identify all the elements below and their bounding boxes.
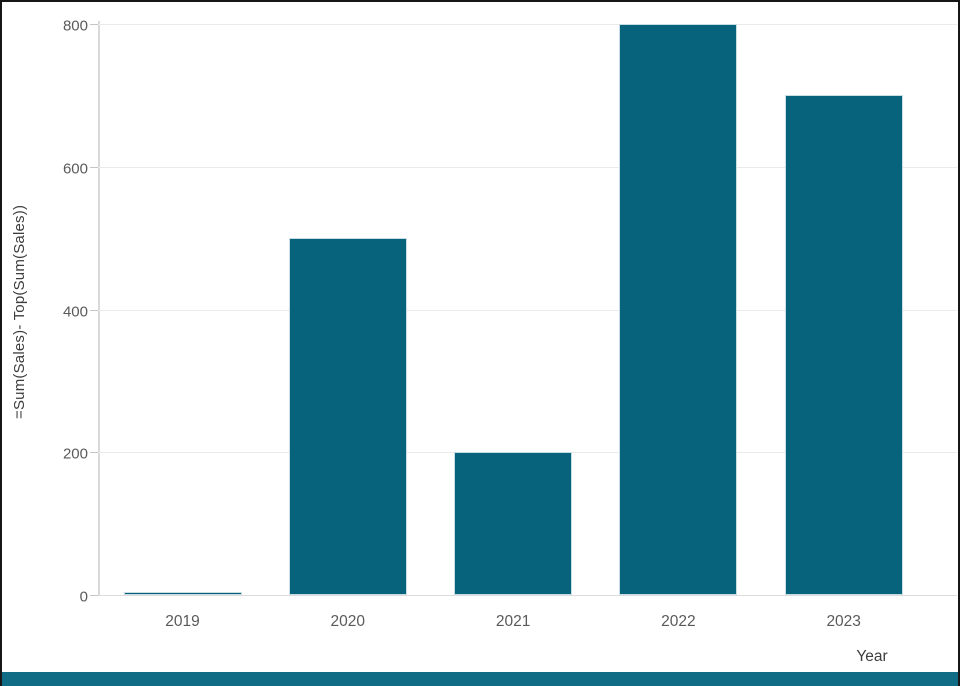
y-tick-mark-800 [90,24,98,25]
bar-2022[interactable] [619,24,738,595]
gridline-600 [98,166,957,168]
y-tick-label-0: 0 [79,588,88,606]
bar-2023[interactable] [784,95,903,595]
x-tick-label-2022: 2022 [661,613,696,630]
bar-2020[interactable] [288,238,407,595]
y-tick-label-400: 400 [62,303,88,320]
footer-accent-band [2,672,958,686]
bar-2021[interactable] [454,452,573,595]
x-axis-title: Year [856,648,888,665]
gridline-0 [98,595,957,596]
y-tick-mark-400 [90,309,98,311]
y-tick-label-800: 800 [62,17,88,35]
y-tick-label-200: 200 [62,445,88,463]
y-tick-mark-0 [90,595,98,596]
y-tick-label-600: 600 [62,160,88,178]
x-tick-label-2019: 2019 [165,613,200,630]
bar-2019[interactable] [123,592,242,595]
x-tick-label-2023: 2023 [826,613,861,630]
x-tick-label-2021: 2021 [495,613,531,630]
y-tick-mark-200 [90,452,98,454]
y-axis-line [98,21,100,595]
x-tick-label-2020: 2020 [330,613,366,630]
gridline-800 [98,24,957,25]
y-tick-mark-600 [90,166,98,168]
gridline-400 [98,309,957,311]
